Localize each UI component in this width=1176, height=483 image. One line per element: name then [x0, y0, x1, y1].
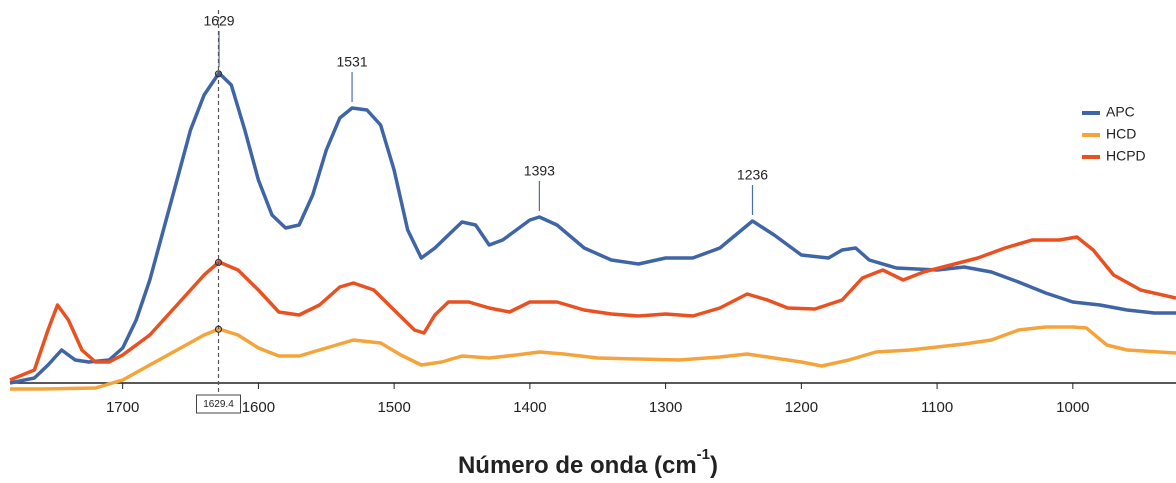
peak-label: 1629	[203, 13, 234, 29]
x-axis-label-text: Número de onda (cm	[458, 452, 697, 479]
cursor-point	[214, 70, 223, 78]
series-line	[9, 235, 1176, 382]
x-tick-label: 1700	[106, 399, 139, 416]
legend-label: HCPD	[1106, 148, 1146, 164]
x-tick-label: 1400	[513, 399, 546, 416]
peak-label: 1393	[524, 163, 555, 179]
x-axis-label: Número de onda (cm-1)	[458, 446, 718, 479]
x-axis-label-close: )	[710, 452, 718, 479]
x-tick-label: 1000	[1056, 399, 1089, 416]
x-tick-label: 1100	[921, 399, 953, 416]
x-tick-label: 1300	[649, 399, 682, 416]
peak-label: 1531	[336, 54, 367, 70]
series-line	[10, 325, 1176, 391]
cursor-label: 1629.4	[203, 399, 234, 410]
x-tick-label: 1500	[377, 399, 410, 416]
legend-label: HCD	[1106, 126, 1136, 142]
series-line	[9, 71, 1176, 385]
cursor-point	[214, 258, 223, 267]
peak-label: 1236	[737, 167, 768, 183]
cursor-box	[195, 394, 241, 414]
legend-label: APC	[1106, 104, 1135, 120]
cursor-point	[214, 325, 223, 333]
x-axis-label-sup: -1	[697, 446, 710, 463]
x-tick-label: 1600	[242, 399, 275, 416]
x-tick-label: 1200	[785, 399, 818, 416]
